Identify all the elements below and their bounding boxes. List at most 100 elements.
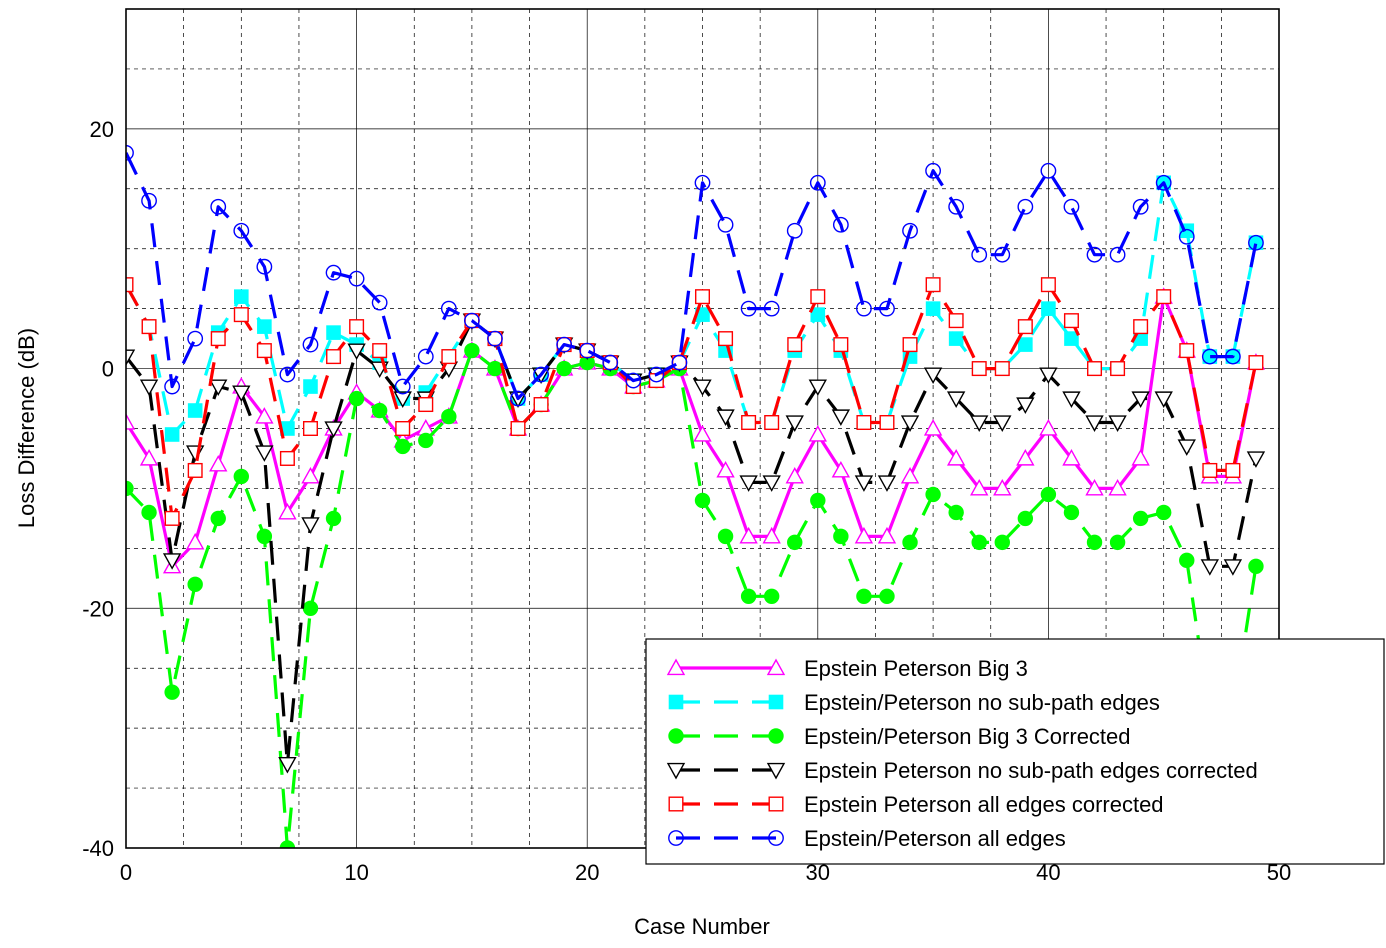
data-point: [126, 277, 134, 293]
data-point: [279, 366, 296, 383]
data-point: [764, 415, 780, 431]
y-tick-label: 0: [102, 357, 114, 382]
legend: Epstein Peterson Big 3 Epstein/Peterson n…: [645, 638, 1385, 865]
data-point: [879, 300, 895, 317]
data-point: [256, 528, 273, 545]
x-tick-label: 10: [344, 860, 368, 885]
data-point: [141, 192, 157, 209]
data-point: [510, 421, 526, 437]
data-point: [126, 413, 136, 430]
data-point: [187, 330, 204, 347]
legend-label: Epstein/Peterson Big 3 Corrected: [804, 724, 1131, 749]
data-point: [1202, 462, 1218, 478]
legend-item: Epstein Peterson Big 3: [666, 656, 1028, 681]
data-point: [1063, 198, 1080, 215]
data-point: [463, 312, 480, 329]
data-point: [1224, 348, 1241, 365]
data-point: [302, 600, 319, 616]
data-point: [348, 390, 365, 407]
data-point: [768, 694, 784, 710]
data-point: [141, 504, 157, 521]
data-point: [948, 313, 964, 329]
data-point: [948, 331, 964, 346]
data-point: [948, 198, 965, 215]
y-tick-labels: -40 -20 0 20: [82, 117, 114, 861]
data-point: [417, 348, 434, 365]
data-point: [741, 415, 757, 431]
data-point: [1248, 355, 1264, 371]
data-point: [716, 409, 735, 426]
data-point: [232, 385, 251, 402]
data-point: [347, 343, 366, 361]
data-point: [139, 449, 159, 466]
data-point: [418, 397, 434, 413]
data-point: [556, 336, 573, 353]
data-point: [787, 337, 803, 353]
data-point: [762, 526, 781, 544]
data-point: [994, 361, 1010, 377]
data-point: [717, 216, 734, 233]
data-point: [1200, 559, 1220, 576]
data-point: [394, 378, 411, 395]
data-point: [371, 294, 388, 311]
data-point: [1156, 289, 1172, 305]
data-point: [1248, 234, 1264, 251]
data-point: [740, 300, 757, 317]
data-point: [694, 174, 711, 191]
data-point: [1039, 419, 1058, 436]
data-point: [946, 449, 966, 466]
data-point: [763, 300, 780, 317]
data-point: [768, 830, 784, 846]
y-tick-label: -40: [82, 836, 114, 861]
series: [126, 277, 1264, 526]
data-point: [1040, 486, 1057, 503]
data-point: [256, 343, 272, 359]
data-point: [301, 517, 320, 534]
data-point: [854, 475, 874, 492]
data-point: [1017, 198, 1034, 215]
data-point: [716, 461, 735, 478]
data-point: [1156, 504, 1172, 521]
data-point: [810, 289, 826, 305]
data-point: [668, 694, 684, 710]
data-point: [302, 421, 318, 437]
data-point: [718, 331, 734, 347]
legend-label: Epstein Peterson no sub-path edges corre…: [804, 758, 1258, 783]
data-point: [1154, 391, 1173, 408]
data-point: [1133, 319, 1149, 335]
data-point: [210, 331, 226, 347]
data-point: [994, 534, 1010, 551]
data-point: [762, 475, 781, 492]
data-point: [787, 534, 803, 551]
data-point: [209, 379, 228, 396]
data-point: [510, 390, 526, 407]
data-point: [925, 301, 941, 316]
data-point: [879, 588, 895, 604]
data-point: [810, 307, 826, 322]
data-point: [210, 510, 226, 527]
legend-label: Epstein Peterson Big 3: [804, 656, 1028, 681]
legend-label: Epstein/Peterson no sub-path edges: [804, 690, 1160, 715]
data-point: [602, 354, 619, 371]
data-point: [856, 300, 872, 317]
data-point: [371, 402, 388, 419]
data-point: [395, 438, 411, 455]
data-point: [668, 830, 684, 846]
legend-item: Epstein/Peterson no sub-path edges: [668, 690, 1160, 715]
data-point: [768, 728, 784, 744]
data-point: [1132, 510, 1149, 527]
data-point: [693, 379, 712, 396]
data-point: [902, 534, 918, 551]
data-point: [925, 162, 941, 179]
data-point: [1223, 559, 1243, 576]
data-point: [372, 343, 388, 359]
data-point: [1064, 331, 1079, 346]
data-point: [1063, 504, 1080, 521]
data-point: [994, 246, 1011, 263]
data-point: [810, 492, 826, 509]
data-point: [126, 349, 136, 367]
data-point: [1017, 510, 1034, 527]
y-tick-label: -20: [82, 596, 114, 621]
data-point: [900, 415, 920, 432]
data-point: [1087, 361, 1103, 377]
